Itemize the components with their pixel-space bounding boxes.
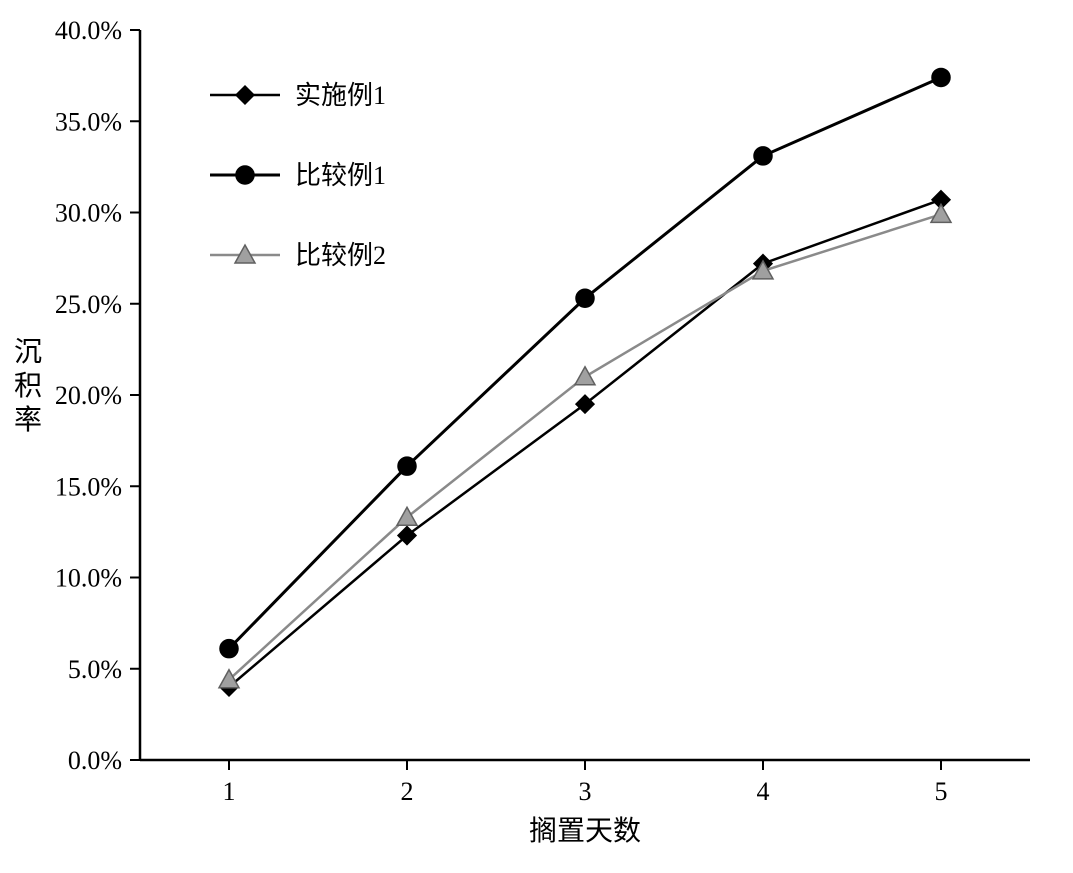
legend-marker-icon: [236, 166, 254, 184]
y-tick-label: 35.0%: [55, 107, 122, 136]
x-tick-label: 3: [579, 777, 592, 806]
series-marker: [575, 367, 595, 385]
legend-label: 比较例2: [295, 241, 386, 270]
legend-item: 比较例1: [210, 161, 386, 190]
svg-text:沉: 沉: [14, 336, 42, 368]
y-tick-label: 25.0%: [55, 290, 122, 319]
y-tick-label: 30.0%: [55, 199, 122, 228]
y-tick-label: 10.0%: [55, 564, 122, 593]
x-axis-label: 搁置天数: [529, 815, 641, 847]
line-chart: 0.0% 5.0% 10.0% 15.0% 20.0% 25.0% 30.0% 35.0% 40…: [0, 0, 1073, 873]
chart-container: 0.0% 5.0% 10.0% 15.0% 20.0% 25.0% 30.0% 35.0% 40…: [0, 0, 1073, 873]
x-tick-label: 2: [401, 777, 414, 806]
series-marker: [931, 204, 951, 222]
series-marker: [220, 640, 238, 658]
y-axis-label: 沉积率: [14, 336, 42, 436]
legend-item: 比较例2: [210, 241, 386, 270]
series-marker: [398, 457, 416, 475]
x-tick-label: 5: [935, 777, 948, 806]
y-tick-label: 15.0%: [55, 472, 122, 501]
legend-marker-icon: [236, 86, 254, 104]
series-marker: [397, 507, 417, 525]
svg-text:积: 积: [14, 371, 42, 402]
x-tick-label: 1: [223, 777, 236, 806]
y-tick-label: 20.0%: [55, 381, 122, 410]
svg-text:率: 率: [14, 404, 42, 436]
legend-label: 实施例1: [295, 81, 386, 110]
series-line: [229, 200, 941, 687]
legend-label: 比较例1: [295, 161, 386, 190]
series-marker: [754, 147, 772, 165]
series-line: [229, 214, 941, 679]
series-s2: [220, 68, 950, 657]
y-tick-label: 40.0%: [55, 16, 122, 45]
legend-item: 实施例1: [210, 81, 386, 110]
y-tick-label: 0.0%: [68, 746, 122, 775]
series-s3: [219, 204, 951, 687]
series-marker: [576, 289, 594, 307]
x-tick-label: 4: [757, 777, 770, 806]
series-marker: [932, 68, 950, 86]
y-tick-label: 5.0%: [68, 655, 122, 684]
